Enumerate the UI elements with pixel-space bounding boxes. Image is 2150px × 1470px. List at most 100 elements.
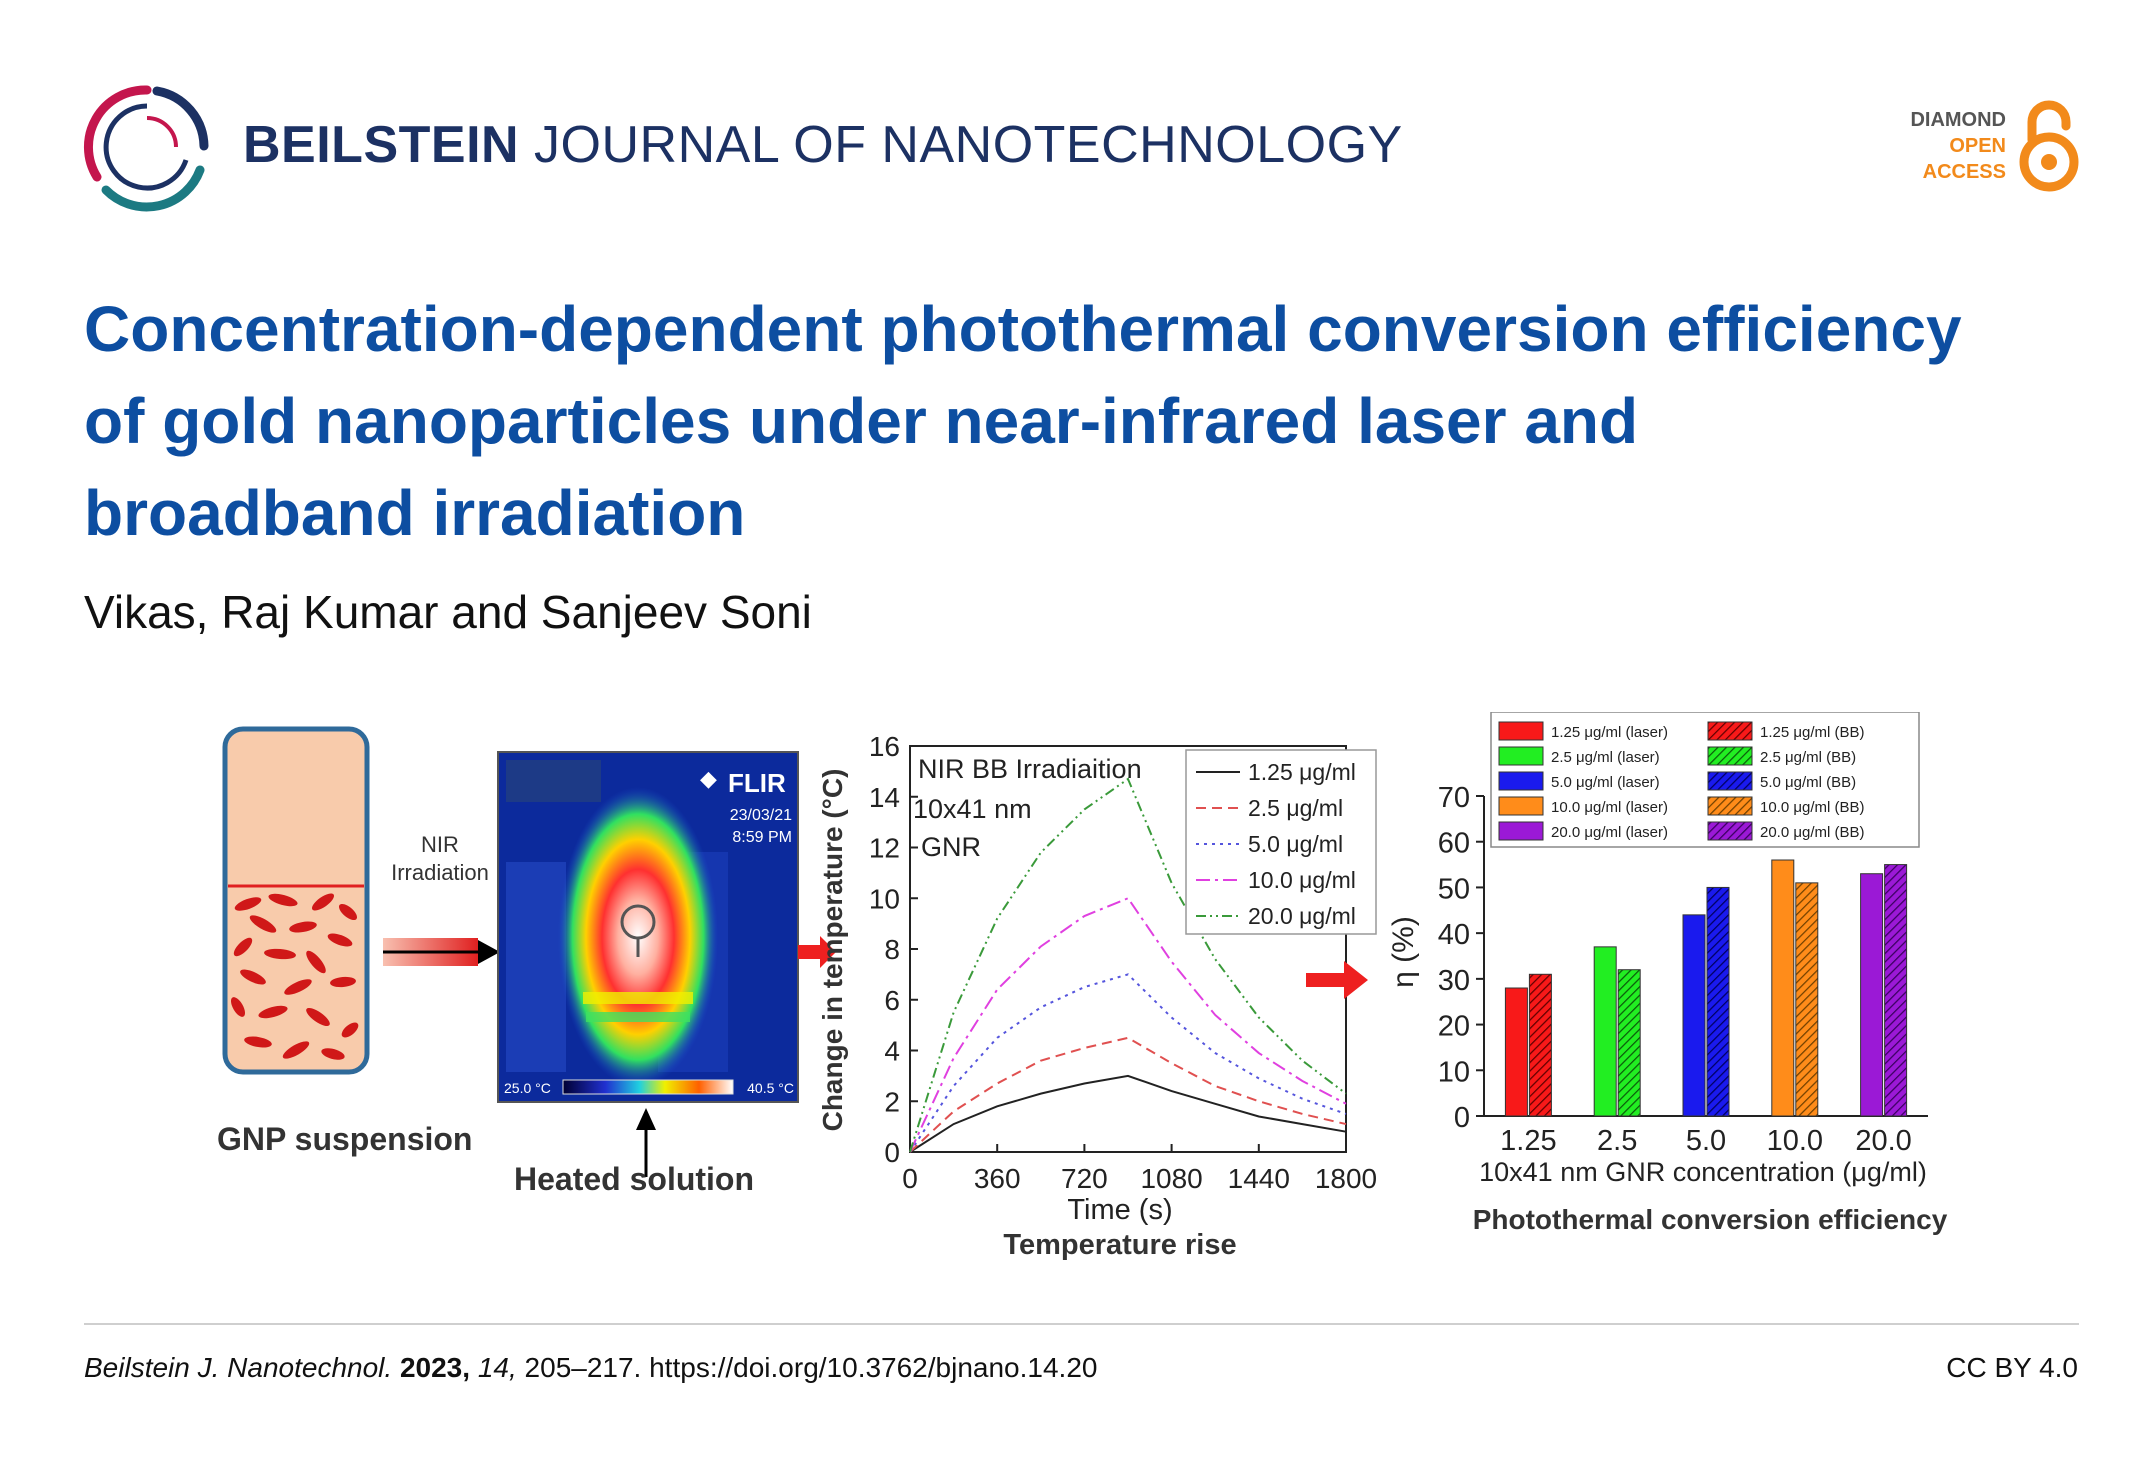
license[interactable]: CC BY 4.0 (1946, 1352, 2078, 1383)
temperature-rise-caption: Temperature rise (1003, 1229, 1236, 1261)
x-tick-label: 1080 (1140, 1163, 1202, 1194)
x-tick-label: 0 (902, 1163, 918, 1194)
paper-title: Concentration-dependent photothermal con… (84, 283, 2084, 559)
open-access-lock-icon (2019, 100, 2079, 192)
legend-swatch (1498, 721, 1544, 741)
oa-line-3: ACCESS (1922, 161, 2006, 183)
y-tick-label: 16 (869, 731, 900, 762)
legend-label: 5.0 μg/ml (laser) (1551, 774, 1660, 791)
legend-swatch (1707, 771, 1753, 791)
legend-swatch (1707, 746, 1753, 766)
x-tick-label: 2.5 (1597, 1125, 1637, 1157)
x-tick-label: 1800 (1315, 1163, 1377, 1194)
legend-label: 2.5 μg/ml (BB) (1760, 749, 1856, 766)
x-tick-label: 360 (974, 1163, 1021, 1194)
arrow-to-line-chart-icon (798, 936, 836, 968)
scale-max: 40.5 °C (747, 1080, 794, 1096)
legend-swatch (1498, 771, 1544, 791)
bar (1593, 946, 1617, 1117)
y-tick-label: 70 (1438, 782, 1470, 814)
journal-name-bold: BEILSTEIN (243, 116, 520, 174)
y-tick-label: 4 (884, 1036, 900, 1067)
diamond-open-access-badge: DIAMOND OPEN ACCESS (1910, 100, 2080, 192)
series-line (909, 1074, 1347, 1153)
heated-solution-arrow-icon (636, 1108, 656, 1130)
y-tick-label: 0 (1454, 1102, 1470, 1134)
capture-date: 23/03/21 (730, 807, 792, 824)
y-tick-label: 6 (884, 985, 900, 1016)
line-chart-annotation-3: GNR (921, 832, 981, 862)
y-tick-label: 40 (1438, 919, 1470, 951)
legend-swatch (1707, 721, 1753, 741)
flir-logo-icon: ◆ (700, 766, 717, 791)
line-chart-ylabel: Change in temperature (°C) (817, 769, 848, 1132)
photothermal-efficiency-caption: Photothermal conversion efficiency (1473, 1204, 1948, 1235)
y-tick-label: 12 (869, 833, 900, 864)
oa-line-2: OPEN (1949, 135, 2006, 157)
y-tick-label: 30 (1438, 965, 1470, 997)
citation-pages-doi[interactable]: 205–217. https://doi.org/10.3762/bjnano.… (524, 1352, 1098, 1383)
journal-logo-icon (83, 85, 209, 212)
series-line (909, 1036, 1347, 1153)
temperature-rise-chart: 0 2 4 6 8 10 12 14 16 0 360 720 1080 1440 1800 NIR BB… (817, 731, 1377, 1261)
thermal-image-panel: FLIR ◆ 23/03/21 8:59 PM 25.0 °C 40.5 °C … (497, 751, 799, 1197)
series-line (909, 777, 1347, 1153)
graphical-abstract: GNP suspension NIR Irradiation FLIR ◆ 23… (217, 712, 1948, 1261)
legend-swatch (1707, 796, 1753, 816)
x-tick-label: 720 (1061, 1163, 1108, 1194)
bar (1795, 882, 1819, 1117)
y-tick-label: 8 (884, 934, 900, 965)
bar-chart-ylabel: η (%) (1387, 916, 1420, 988)
legend-label: 10.0 μg/ml (1248, 867, 1356, 893)
y-tick-label: 0 (884, 1137, 900, 1168)
legend-label: 20.0 μg/ml (BB) (1760, 824, 1865, 841)
open-access-text: DIAMOND OPEN ACCESS (1910, 107, 2006, 185)
bar (1706, 886, 1730, 1117)
legend-label: 10.0 μg/ml (BB) (1760, 799, 1865, 816)
bar (1504, 987, 1528, 1117)
y-tick-label: 2 (884, 1086, 900, 1117)
irradiation-label: Irradiation (391, 860, 489, 885)
y-tick-label: 14 (869, 782, 900, 813)
series-line (909, 973, 1347, 1153)
y-tick-label: 20 (1438, 1011, 1470, 1043)
legend-swatch (1498, 821, 1544, 841)
x-tick-label: 20.0 (1855, 1125, 1911, 1157)
journal-name-rest: JOURNAL OF NANOTECHNOLOGY (534, 116, 1403, 174)
series-line (909, 897, 1347, 1153)
y-tick-label: 10 (869, 883, 900, 914)
legend-label: 10.0 μg/ml (laser) (1551, 799, 1668, 816)
legend-label: 5.0 μg/ml (1248, 831, 1343, 857)
gnp-suspension-label: GNP suspension (217, 1121, 472, 1157)
journal-name: BEILSTEIN JOURNAL OF NANOTECHNOLOGY (243, 115, 1403, 175)
line-chart-xlabel: Time (s) (1067, 1194, 1172, 1226)
nir-irradiation-arrow: NIR Irradiation (383, 832, 500, 966)
citation-volume: 14, (477, 1352, 517, 1383)
citation-journal: Beilstein J. Nanotechnol. (84, 1352, 393, 1383)
y-tick-label: 60 (1438, 828, 1470, 860)
bar (1860, 873, 1884, 1117)
temperature-scale-bar (562, 1079, 734, 1095)
arrow-to-bar-chart-icon (1306, 961, 1368, 999)
x-tick-label: 10.0 (1767, 1125, 1823, 1157)
vial-icon (222, 726, 370, 1075)
flir-brand: FLIR (728, 768, 786, 798)
legend-label: 20.0 μg/ml (laser) (1551, 824, 1668, 841)
bar-chart-legend: 1.25 μg/ml (laser) 1.25 μg/ml (BB) 2.5 μg/… (1490, 712, 1920, 848)
legend-label: 2.5 μg/ml (laser) (1551, 749, 1660, 766)
legend-label: 1.25 μg/ml (1248, 759, 1356, 785)
bar (1771, 859, 1795, 1117)
y-tick-label: 10 (1438, 1056, 1470, 1088)
line-chart-annotation-2: 10x41 nm (913, 794, 1032, 824)
legend-swatch (1707, 821, 1753, 841)
footer-divider (84, 1323, 2079, 1325)
capture-time: 8:59 PM (732, 829, 792, 846)
legend-label: 20.0 μg/ml (1248, 903, 1356, 929)
x-tick-label: 1440 (1228, 1163, 1290, 1194)
title-line-2: of gold nanoparticles under near-infrare… (84, 385, 1639, 457)
citation: Beilstein J. Nanotechnol. 2023, 14, 205–… (84, 1352, 1097, 1384)
legend-swatch (1498, 796, 1544, 816)
bar-chart-xlabel: 10x41 nm GNR concentration (μg/ml) (1479, 1157, 1927, 1187)
title-line-1: Concentration-dependent photothermal con… (84, 293, 1962, 365)
bar (1528, 973, 1552, 1117)
